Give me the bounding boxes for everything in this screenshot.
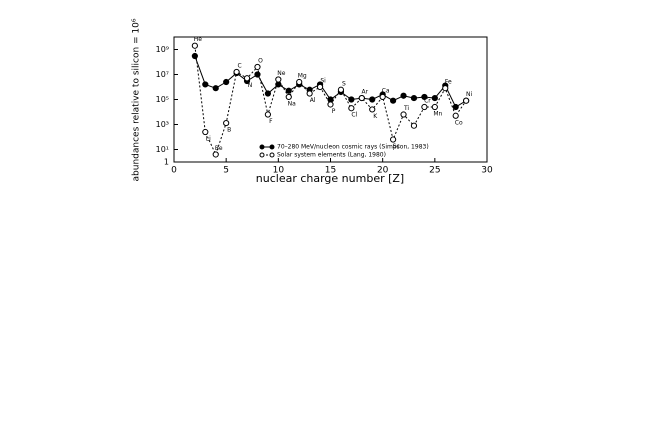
element-label: He: [194, 36, 203, 43]
element-label: S: [342, 80, 346, 87]
element-label: N: [248, 82, 253, 89]
element-label: Be: [215, 145, 223, 152]
data-point: [191, 42, 198, 49]
x-tick-label: 0: [171, 166, 177, 176]
data-point: [223, 78, 230, 86]
element-label: Mn: [433, 111, 442, 118]
data-point: [348, 105, 355, 112]
legend-label: 70–280 MeV/nucleon cosmic rays (Simpson,…: [277, 144, 429, 151]
legend-label: Solar system elements (Lang, 1980): [277, 152, 386, 159]
y-tick-label: 10⁷: [156, 70, 169, 79]
data-point: [410, 122, 418, 129]
data-point: [431, 94, 438, 102]
x-axis-label: nuclear charge number [Z]: [256, 172, 404, 185]
data-point: [285, 93, 292, 101]
data-point: [452, 112, 459, 119]
element-label: C: [237, 62, 241, 69]
data-point: [442, 85, 449, 92]
element-label: Ni: [466, 91, 472, 98]
element-label: Si: [320, 78, 326, 85]
data-point: [348, 96, 355, 103]
data-point: [390, 97, 397, 104]
element-label: F: [269, 118, 273, 125]
data-point: [421, 93, 428, 101]
element-label: Sc: [393, 143, 400, 150]
element-label: Li: [206, 136, 211, 143]
data-point: [421, 103, 428, 111]
x-tick-label: 20: [377, 166, 389, 176]
data-point: [337, 86, 345, 93]
element-label: Co: [455, 119, 463, 126]
element-label: Al: [310, 97, 316, 104]
y-tick-label: 10⁹: [156, 45, 169, 54]
y-tick-label: 10⁵: [156, 95, 169, 104]
data-point: [285, 87, 292, 94]
data-point: [379, 93, 386, 101]
x-tick-label: 5: [223, 166, 229, 176]
element-label: Fe: [445, 79, 452, 86]
data-point: [264, 111, 271, 118]
data-point: [400, 92, 407, 99]
data-point: [202, 81, 209, 88]
data-point: [410, 94, 418, 102]
element-label: Ca: [382, 87, 390, 94]
element-label: O: [258, 57, 263, 64]
element-label: B: [227, 127, 231, 134]
data-point: [212, 151, 219, 158]
data-point: [400, 111, 407, 118]
element-label: Mg: [298, 73, 307, 80]
data-point: [233, 68, 240, 76]
y-tick-label: 10³: [156, 120, 169, 129]
data-point: [316, 83, 324, 91]
data-point: [202, 128, 209, 136]
element-label: K: [373, 113, 378, 120]
data-point: [463, 97, 470, 104]
data-point: [212, 85, 219, 92]
data-point: [369, 96, 376, 103]
element-label: Na: [288, 100, 296, 107]
y-tick-label: 1: [164, 158, 169, 167]
data-point: [327, 101, 334, 108]
element-label: Ar: [362, 89, 369, 96]
data-point: [390, 136, 397, 143]
x-tick-label: 10: [273, 166, 285, 176]
element-label: Cl: [351, 112, 357, 119]
data-point: [358, 94, 365, 102]
element-label: Ne: [277, 70, 285, 77]
legend-marker: [269, 144, 275, 150]
data-point: [223, 119, 230, 127]
data-point: [254, 63, 261, 71]
legend-marker: [259, 144, 265, 150]
y-tick-label: 10¹: [156, 145, 169, 154]
data-point: [254, 71, 261, 78]
legend-marker: [269, 152, 275, 158]
element-label: Ti: [403, 105, 409, 112]
element-label: Cr: [424, 98, 431, 105]
data-point: [306, 90, 313, 97]
x-tick-label: 15: [325, 166, 336, 176]
element-label: P: [332, 108, 336, 115]
data-point: [431, 103, 438, 111]
y-axis-label: abundances relative to silicon = 10⁶: [132, 18, 142, 181]
data-point: [296, 78, 303, 86]
legend-marker: [259, 152, 265, 158]
data-point: [369, 106, 376, 113]
data-point: [264, 90, 271, 97]
x-tick-label: 30: [481, 166, 493, 176]
data-point: [275, 76, 282, 83]
x-tick-label: 25: [429, 166, 440, 176]
data-point: [452, 103, 459, 111]
data-point: [243, 75, 251, 82]
